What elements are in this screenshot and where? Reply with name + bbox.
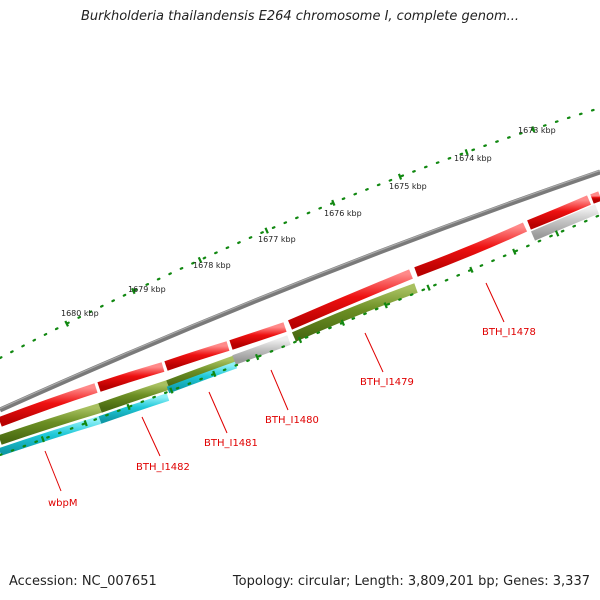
leader-bth-i1480: [270, 369, 289, 411]
gene-forward-1[interactable]: [0, 383, 98, 427]
ruler-label-1676: 1676 kbp: [324, 209, 362, 218]
ruler-label-1673: 1673 kbp: [518, 126, 556, 135]
inner-ruler-major-tick: [255, 353, 260, 361]
chromosome-backbone-highlight: [0, 169, 600, 410]
leader-wbpm: [44, 450, 62, 492]
gene-label-bth-i1480[interactable]: BTH_I1480: [265, 415, 319, 426]
gene-labels: BTH_I1478 BTH_I1479 BTH_I1480 BTH_I1481 …: [48, 327, 536, 509]
outer-ruler: 1673 kbp 1674 kbp 1675 kbp 1676 kbp 1677…: [0, 106, 600, 360]
inner-ruler-major-tick: [469, 266, 474, 273]
inner-ruler-major-tick: [40, 435, 45, 443]
gene-label-wbpm[interactable]: wbpM: [48, 498, 78, 509]
genome-summary-text: Topology: circular; Length: 3,809,201 bp…: [232, 574, 590, 589]
ruler-major-tick: [264, 227, 269, 234]
gene-label-bth-i1481[interactable]: BTH_I1481: [204, 438, 258, 449]
inner-ruler: [0, 213, 600, 457]
gene-forward-2[interactable]: [97, 362, 165, 392]
gene-forward-4[interactable]: [229, 322, 287, 350]
leader-bth-i1478: [485, 282, 505, 323]
ruler-major-tick: [397, 173, 403, 180]
gene-track2-green-4[interactable]: [291, 283, 418, 342]
gene-track2-green-2[interactable]: [98, 380, 170, 413]
inner-ruler-major-tick: [383, 302, 388, 309]
ruler-major-tick: [64, 320, 69, 327]
label-leaders: [44, 282, 505, 492]
inner-ruler-major-tick: [426, 284, 431, 291]
second-track-genes: [0, 204, 599, 445]
ruler-label-1680: 1680 kbp: [61, 309, 99, 318]
ruler-major-tick: [331, 199, 336, 207]
gene-track2-gray-1[interactable]: [232, 335, 291, 365]
leader-bth-i1482: [141, 416, 161, 457]
third-track-genes: [0, 361, 238, 456]
gene-track2-green-1[interactable]: [0, 403, 102, 445]
gene-label-bth-i1482[interactable]: BTH_I1482: [136, 462, 190, 473]
ruler-major-tick: [464, 148, 469, 156]
gene-label-bth-i1478[interactable]: BTH_I1478: [482, 327, 536, 338]
inner-ruler-major-tick: [83, 419, 88, 427]
inner-ruler-major-tick: [126, 403, 131, 411]
inner-ruler-major-tick: [512, 248, 517, 255]
inner-ruler-major-tick: [297, 336, 303, 344]
gene-forward-8[interactable]: [590, 191, 600, 204]
gene-label-bth-i1479[interactable]: BTH_I1479: [360, 377, 414, 388]
ruler-label-1679: 1679 kbp: [128, 285, 166, 294]
map-title: Burkholderia thailandensis E264 chromoso…: [80, 9, 520, 24]
inner-ruler-major-tick: [340, 319, 346, 326]
gene-track3-cyan-1[interactable]: [0, 416, 102, 456]
inner-ruler-major-tick: [169, 387, 174, 394]
leader-bth-i1481: [208, 391, 228, 434]
gene-track2-gray-2[interactable]: [530, 204, 599, 241]
inner-ruler-major-tick: [212, 370, 217, 378]
gene-forward-5[interactable]: [288, 269, 413, 330]
gene-track2-green-3[interactable]: [166, 355, 238, 390]
ruler-major-tick: [131, 287, 136, 295]
inner-ruler-major-tick: [554, 230, 560, 237]
ruler-major-tick: [531, 126, 536, 133]
leader-bth-i1479: [364, 332, 384, 373]
ruler-labels: 1673 kbp 1674 kbp 1675 kbp 1676 kbp 1677…: [61, 126, 556, 318]
inner-ruler-major-ticks: [40, 230, 560, 443]
ruler-major-ticks: [64, 126, 536, 327]
gene-forward-3[interactable]: [164, 341, 230, 371]
ruler-label-1674: 1674 kbp: [454, 154, 492, 163]
gene-forward-7[interactable]: [527, 195, 591, 230]
ruler-label-1678: 1678 kbp: [193, 261, 231, 270]
ruler-label-1675: 1675 kbp: [389, 182, 427, 191]
gene-forward-6[interactable]: [414, 222, 528, 277]
chromosome-backbone: [0, 169, 600, 413]
ruler-label-1677: 1677 kbp: [258, 235, 296, 244]
inner-ruler-dots: [0, 213, 600, 457]
accession-text: Accession: NC_007651: [9, 574, 157, 589]
gene-track3-cyan-2[interactable]: [98, 393, 170, 424]
gene-track3-cyan-3[interactable]: [166, 361, 238, 394]
ruler-major-tick: [197, 256, 203, 264]
forward-strand-genes: [0, 191, 600, 427]
